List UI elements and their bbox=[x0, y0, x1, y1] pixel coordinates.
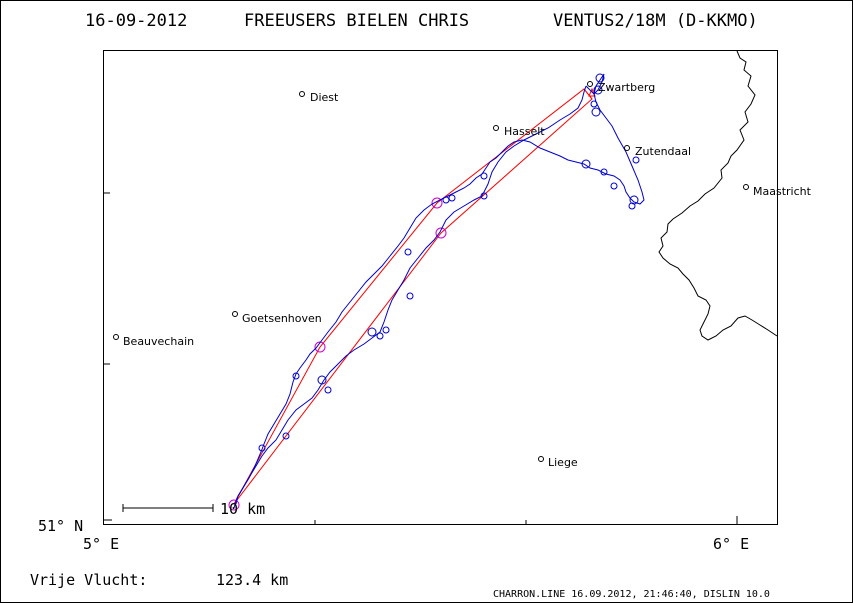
svg-text:Zwartberg: Zwartberg bbox=[598, 81, 655, 94]
longitude-right-label: 6° E bbox=[713, 535, 749, 553]
distance-label: Vrije Vlucht: bbox=[30, 571, 147, 589]
svg-text:Zutendaal: Zutendaal bbox=[635, 145, 691, 158]
longitude-left-label: 5° E bbox=[83, 535, 119, 553]
turnpoint-start bbox=[228, 499, 240, 511]
plot-frame bbox=[103, 50, 778, 525]
glider-type: VENTUS2/18M (D-KKMO) bbox=[553, 11, 758, 31]
svg-text:Goetsenhoven: Goetsenhoven bbox=[242, 312, 322, 325]
town-diest: Diest bbox=[299, 91, 339, 104]
footer-info: CHARRON.LINE 16.09.2012, 21:46:40, DISLI… bbox=[493, 589, 770, 600]
town-maastricht: Maastricht bbox=[743, 184, 812, 198]
town-hasselt: Hasselt bbox=[493, 125, 545, 138]
turnpoints bbox=[228, 197, 447, 511]
town-goetsenhoven: Goetsenhoven bbox=[232, 311, 322, 325]
scale-label: 10 km bbox=[220, 500, 265, 518]
country-border bbox=[658, 50, 778, 341]
latitude-label: 51° N bbox=[38, 517, 83, 535]
svg-text:Diest: Diest bbox=[310, 91, 339, 104]
town-zutendaal: Zutendaal bbox=[624, 145, 691, 158]
svg-text:Beauvechain: Beauvechain bbox=[123, 335, 194, 348]
distance-value: 123.4 km bbox=[216, 571, 288, 589]
flight-date: 16-09-2012 bbox=[85, 11, 187, 31]
axis-ticks bbox=[104, 192, 738, 525]
flight-track bbox=[233, 73, 645, 509]
turnpoint-3 bbox=[435, 227, 447, 239]
pilot-name: FREEUSERS BIELEN CHRIS bbox=[244, 11, 469, 31]
svg-text:Hasselt: Hasselt bbox=[504, 125, 545, 138]
scale-bar bbox=[122, 504, 214, 512]
svg-text:Liege: Liege bbox=[548, 456, 578, 469]
town-zwartberg: Zwartberg bbox=[587, 81, 655, 94]
task-route bbox=[233, 87, 596, 505]
turnpoint-2 bbox=[431, 197, 443, 209]
towns: Diest Hasselt Zwartberg Zutendaal Maastr… bbox=[113, 81, 812, 469]
town-liege: Liege bbox=[538, 456, 578, 469]
town-beauvechain: Beauvechain bbox=[113, 334, 194, 348]
svg-text:Maastricht: Maastricht bbox=[753, 185, 812, 198]
